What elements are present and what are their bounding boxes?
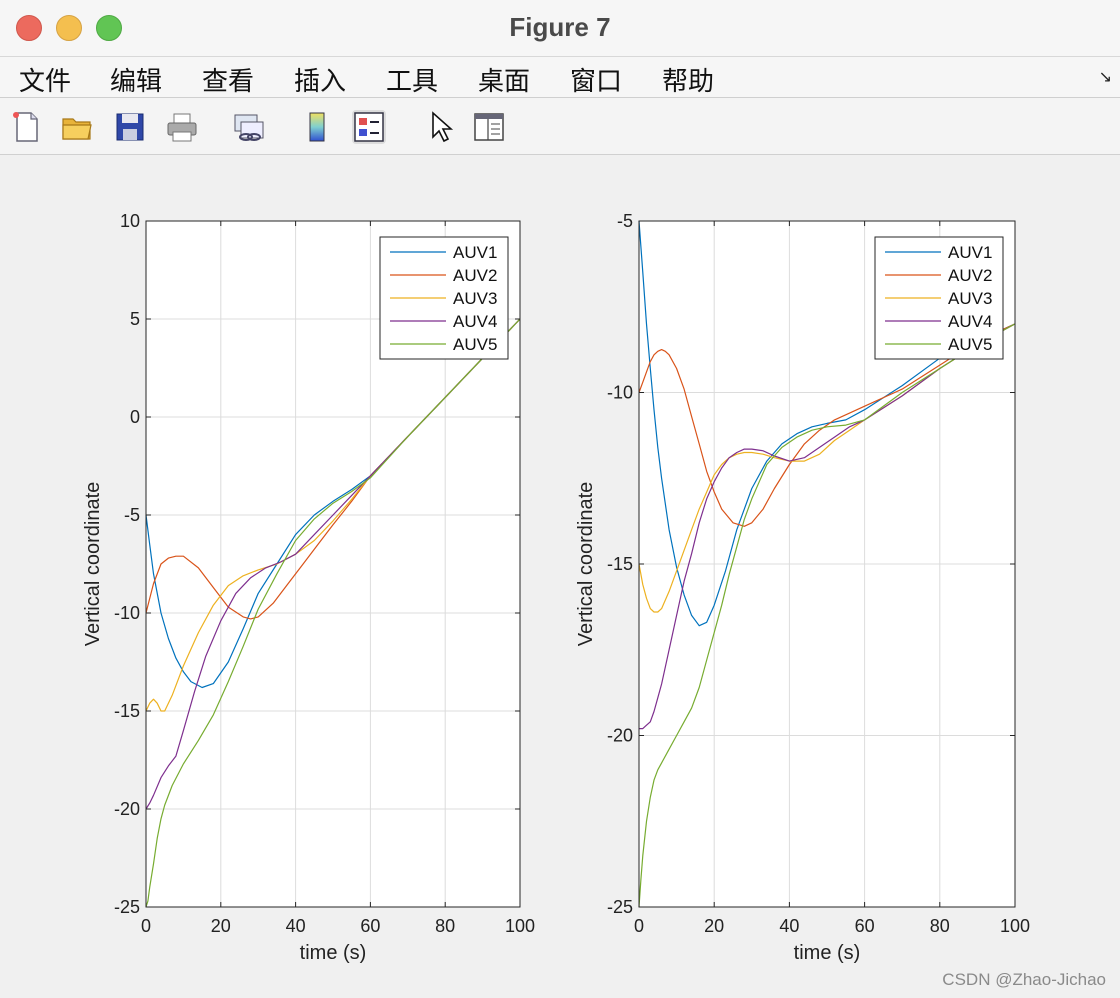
figure-toolbar [0,98,1120,155]
colorbar-icon[interactable] [301,110,335,144]
x-axis-title: time (s) [794,942,861,964]
legend-label-auv4: AUV4 [453,312,497,331]
x-tick-label: 60 [360,916,380,936]
x-tick-label: 60 [855,916,875,936]
x-tick-label: 20 [704,916,724,936]
legend-icon[interactable] [352,110,386,144]
series-line-auv1 [638,220,1016,627]
y-tick-label: 10 [120,211,140,231]
legend[interactable]: AUV1 AUV2 AUV3 AUV4 AUV5 [379,236,509,360]
legend-label-auv2: AUV2 [948,266,992,285]
window-title: Figure 7 [509,12,611,42]
figure-canvas: 0 20 40 60 80 100 -25 -20 -15 -10 -5 0 5 10 time (s) Ve… [0,155,1120,998]
pointer-icon[interactable] [424,110,458,144]
link-plot-icon[interactable] [232,110,266,144]
menu-tools[interactable]: 工具 [386,66,439,96]
legend-label-auv4: AUV4 [948,312,992,331]
menu-view[interactable]: 查看 [202,66,255,96]
y-tick-label: -25 [114,897,140,917]
legend-label-auv1: AUV1 [948,243,992,262]
menu-help[interactable]: 帮助 [662,66,715,96]
y-tick-label: -20 [114,799,140,819]
x-axis-title: time (s) [300,942,367,964]
chart-2: 0 20 40 60 80 100 -25 -20 -15 -10 -5 time (s) Vertic… [575,211,1030,964]
series-line-auv5 [638,323,1016,908]
charts-svg[interactable]: 0 20 40 60 80 100 -25 -20 -15 -10 -5 0 5 10 time (s) Ve… [0,155,1120,998]
legend-label-auv3: AUV3 [948,289,992,308]
axes-box [145,220,521,908]
x-tick-label: 40 [286,916,306,936]
save-icon[interactable] [113,110,147,144]
series-line-auv4 [145,318,521,810]
y-tick-label: 5 [130,309,140,329]
x-tick-label: 80 [930,916,950,936]
new-file-icon[interactable] [10,110,44,144]
legend-label-auv2: AUV2 [453,266,497,285]
menu-edit[interactable]: 编辑 [110,66,163,96]
zoom-window-button[interactable] [96,15,122,41]
x-tick-label: 0 [634,916,644,936]
menu-bar: 文件 编辑 查看 插入 工具 桌面 窗口 帮助 ↘ [0,57,1120,98]
property-inspector-icon[interactable] [472,110,506,144]
series-line-auv4 [639,323,1016,730]
x-tick-label: 100 [1000,916,1030,936]
legend-label-auv1: AUV1 [453,243,497,262]
menu-overflow-arrow-icon[interactable]: ↘ [1098,69,1112,86]
series-line-auv2 [638,323,1016,527]
menu-window[interactable]: 窗口 [570,66,623,96]
series-line-auv5 [145,318,521,908]
legend-label-auv5: AUV5 [948,335,992,354]
print-icon[interactable] [165,110,199,144]
menu-insert[interactable]: 插入 [294,66,347,96]
watermark-text: CSDN @Zhao-Jichao [942,970,1106,989]
minimize-window-button[interactable] [56,15,82,41]
legend-label-auv5: AUV5 [453,335,497,354]
y-tick-label: -15 [114,701,140,721]
legend-label-auv3: AUV3 [453,289,497,308]
close-window-button[interactable] [16,15,42,41]
y-tick-label: -5 [617,211,633,231]
y-tick-label: -10 [114,603,140,623]
x-tick-label: 80 [435,916,455,936]
x-tick-label: 100 [505,916,535,936]
y-tick-label: -25 [607,897,633,917]
x-tick-label: 0 [141,916,151,936]
x-tick-label: 20 [211,916,231,936]
y-tick-label: -5 [124,505,140,525]
y-axis-title: Vertical coordinate [575,482,597,647]
menu-desktop[interactable]: 桌面 [478,66,531,96]
y-tick-label: -20 [607,726,633,746]
legend[interactable]: AUV1 AUV2 AUV3 AUV4 AUV5 [874,236,1004,360]
y-tick-label: 0 [130,407,140,427]
y-axis-title: Vertical coordinate [82,482,104,647]
y-tick-label: -15 [607,554,633,574]
y-tick-label: -10 [607,383,633,403]
menu-file[interactable]: 文件 [19,66,72,96]
window-titlebar: Figure 7 [0,0,1120,57]
x-tick-label: 40 [779,916,799,936]
open-folder-icon[interactable] [60,110,94,144]
chart-1: 0 20 40 60 80 100 -25 -20 -15 -10 -5 0 5 10 time (s) Ve… [82,211,535,964]
